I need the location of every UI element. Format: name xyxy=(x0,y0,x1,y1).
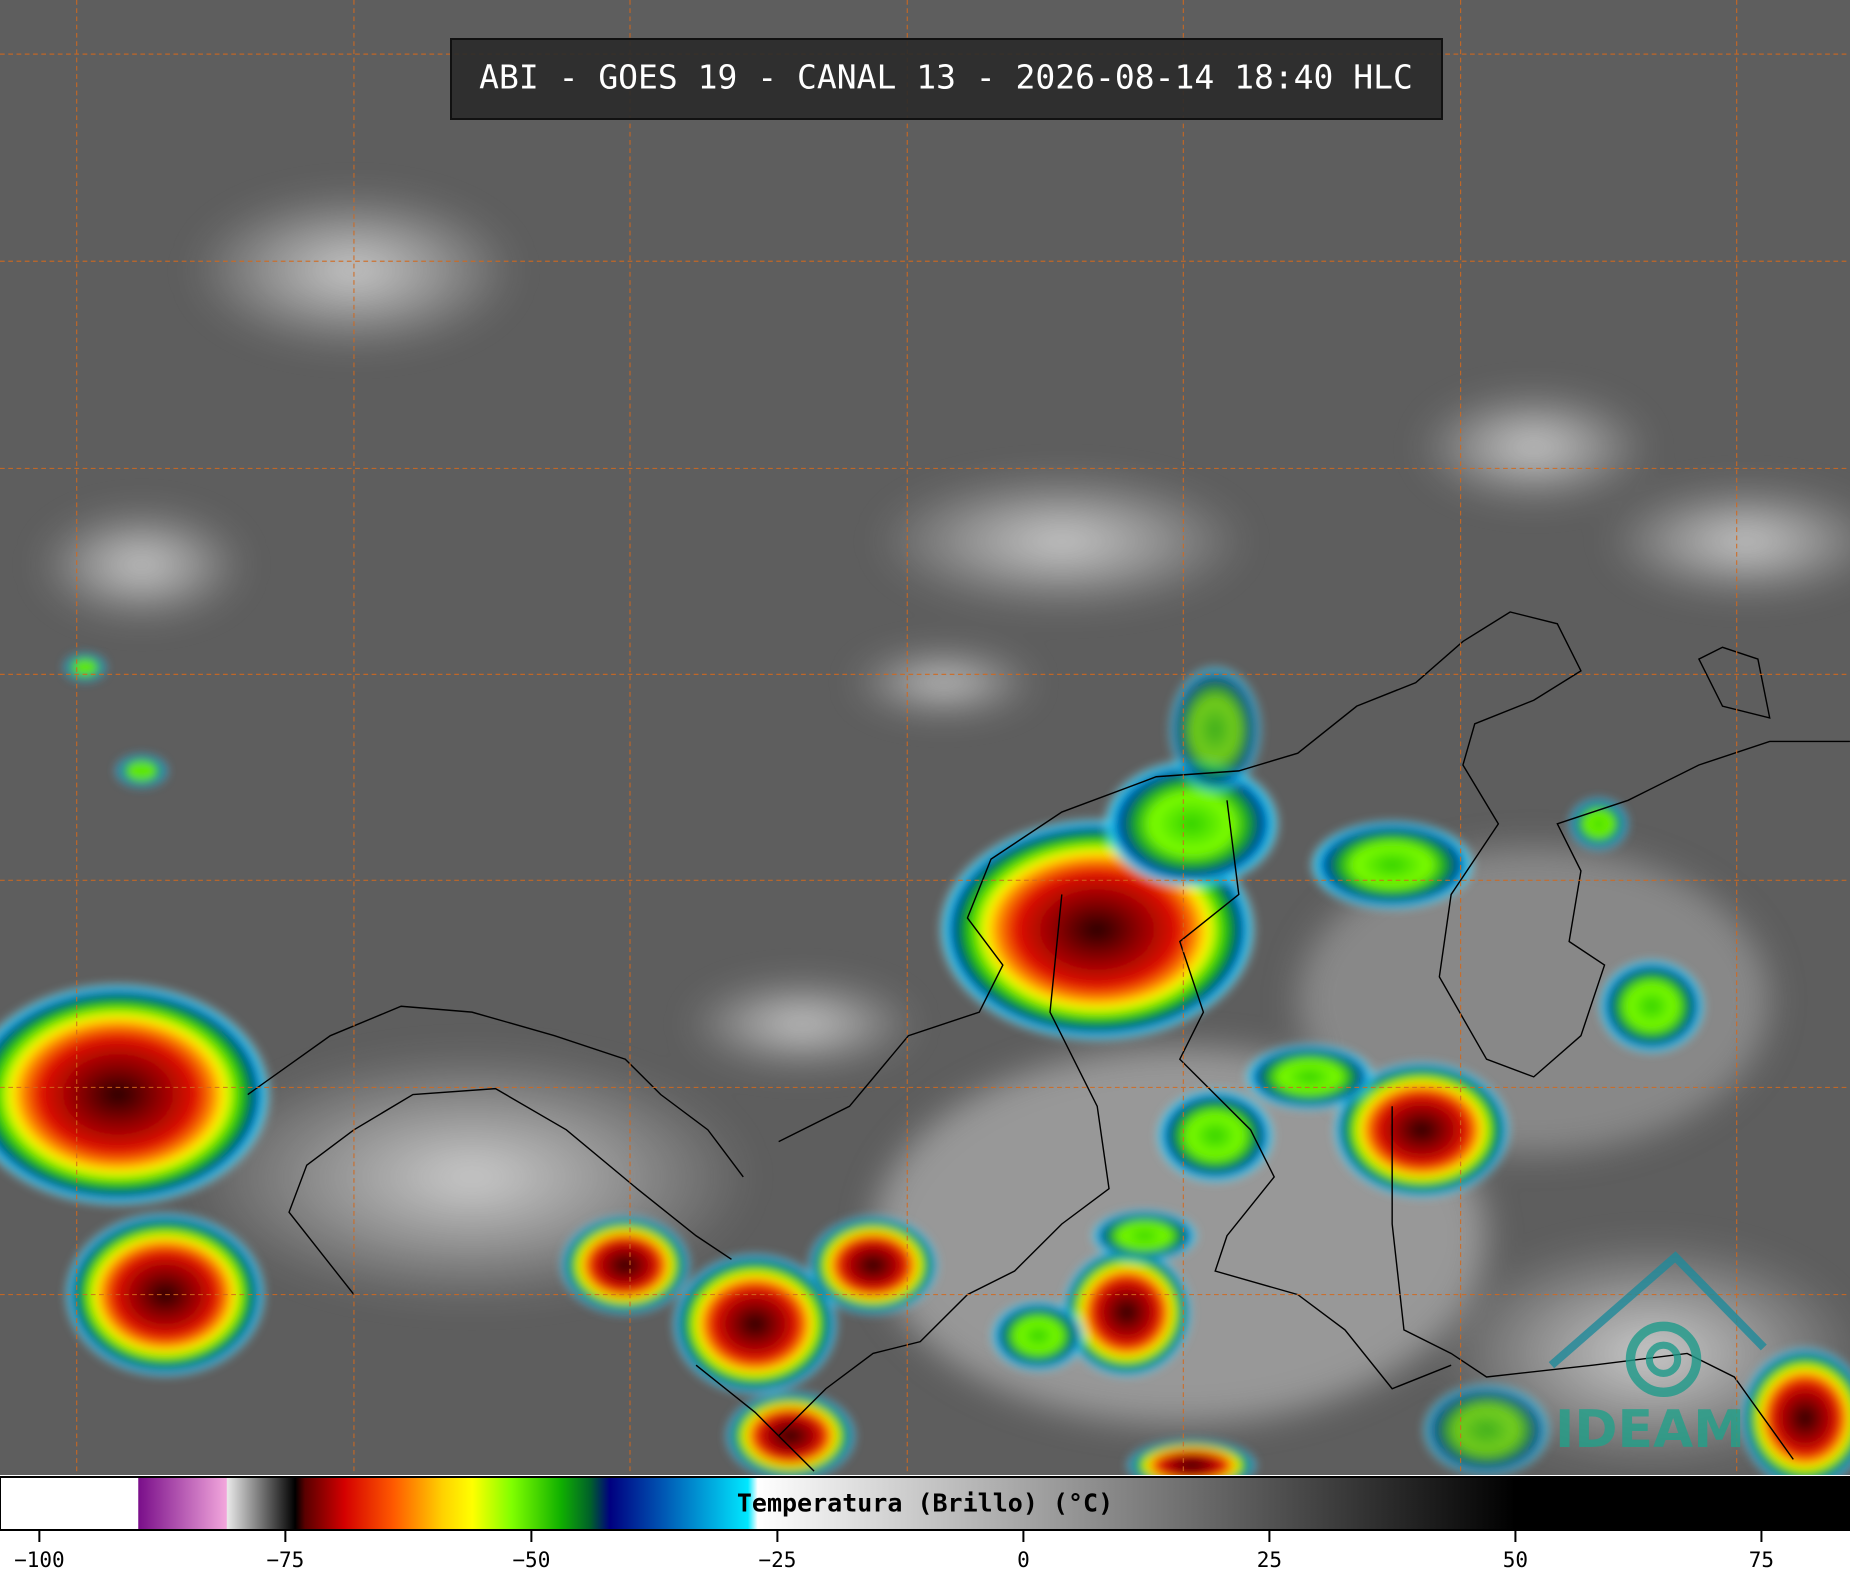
tick-label: −100 xyxy=(14,1548,65,1572)
graticule xyxy=(0,0,1850,1475)
tick-label: 25 xyxy=(1257,1548,1282,1572)
title: ABI - GOES 19 - CANAL 13 - 2026-08-14 18… xyxy=(479,58,1413,97)
borders xyxy=(247,611,1850,1472)
tick-label: −50 xyxy=(512,1548,550,1572)
title-box xyxy=(450,38,1443,120)
tick-label: −75 xyxy=(266,1548,304,1572)
tick-label: 50 xyxy=(1503,1548,1528,1572)
map xyxy=(0,0,1850,1492)
tick-label: 75 xyxy=(1749,1548,1774,1572)
convective-cells xyxy=(0,653,1850,1492)
colorbar-label: Temperatura (Brillo) (°C) xyxy=(737,1489,1113,1518)
colorbar-bar xyxy=(0,1476,1850,1531)
logo-text: IDEAM xyxy=(1555,1400,1745,1460)
colorbar: Temperatura (Brillo) (°C) −100 −75 −50 −25 0 2… xyxy=(0,1476,1850,1572)
logo xyxy=(1548,1251,1767,1397)
tick-label: 0 xyxy=(1017,1548,1030,1572)
tick-label: −25 xyxy=(758,1548,796,1572)
